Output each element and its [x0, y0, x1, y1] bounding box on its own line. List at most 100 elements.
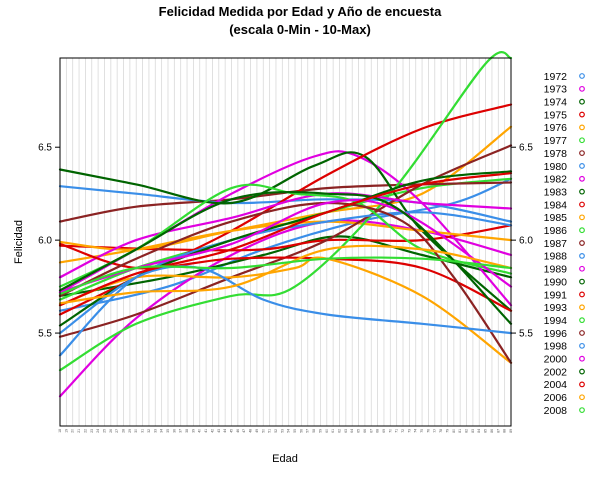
x-tick-label: 47: [242, 429, 246, 433]
x-tick-label: 88: [503, 429, 507, 433]
legend-label: 1998: [544, 341, 568, 353]
x-axis-title: Edad: [272, 453, 298, 465]
x-tick-label: 70: [388, 429, 392, 433]
y-axis-title: Felicidad: [13, 220, 25, 264]
x-tick-label: 60: [325, 429, 329, 433]
series-line-1993: [58, 256, 513, 364]
legend-marker: [579, 98, 585, 105]
x-tick-label: 18: [58, 429, 62, 433]
legend-label: 1994: [544, 315, 568, 327]
x-tick-label: 77: [433, 429, 437, 433]
x-tick-label: 20: [71, 429, 75, 433]
legend-label: 2006: [544, 392, 568, 404]
x-tick-label: 38: [185, 429, 189, 433]
x-tick-label: 58: [312, 429, 316, 433]
x-tick-label: 45: [230, 429, 234, 433]
legend-marker: [579, 124, 585, 131]
x-tick-label: 21: [77, 429, 81, 433]
legend-marker: [579, 111, 585, 118]
series-line-1991: [58, 242, 513, 312]
x-tick-label: 53: [280, 429, 284, 433]
legend-label: 1987: [544, 238, 568, 250]
y-tick-label-right: 5.5: [519, 329, 533, 340]
legend-marker: [579, 278, 585, 285]
legend-marker: [579, 291, 585, 298]
x-tick-label: 56: [299, 429, 303, 433]
x-tick-label: 54: [287, 429, 291, 433]
x-tick-label: 28: [122, 429, 126, 433]
legend-label: 1986: [544, 225, 568, 237]
x-tick-label: 75: [420, 429, 424, 433]
legend-marker: [579, 85, 585, 92]
x-tick-label: 61: [331, 429, 335, 433]
legend-marker: [579, 330, 585, 336]
x-tick-label: 36: [172, 429, 176, 433]
x-tick-label: 84: [477, 429, 481, 433]
series-line-1986: [58, 51, 513, 372]
legend: 1972197319741975197619771978198019821983…: [544, 71, 585, 417]
legend-marker: [579, 188, 585, 195]
series-line-2004: [58, 172, 513, 307]
x-tick-label: 65: [357, 429, 361, 433]
legend-marker: [579, 407, 585, 414]
legend-marker: [579, 304, 585, 311]
series-line-1983: [58, 151, 513, 312]
x-tick-label: 49: [255, 429, 259, 433]
x-tick-label: 48: [249, 429, 253, 433]
legend-marker: [579, 355, 585, 362]
legend-label: 2004: [544, 379, 568, 391]
x-tick-label: 83: [471, 429, 475, 433]
y-tick-label-left: 6.0: [38, 236, 52, 247]
x-tick-label: 86: [490, 429, 494, 433]
y-tick-label-left: 6.5: [38, 143, 52, 154]
x-tick-label: 44: [223, 429, 227, 433]
x-tick-label: 30: [134, 429, 138, 433]
x-tick-label: 25: [102, 429, 106, 433]
legend-label: 1985: [544, 212, 568, 224]
y-tick-label-right: 6.0: [519, 236, 533, 247]
x-tick-label: 72: [401, 429, 405, 433]
legend-label: 2002: [544, 366, 568, 378]
legend-label: 2000: [544, 354, 568, 366]
x-tick-label: 23: [90, 429, 94, 433]
legend-label: 1982: [544, 174, 568, 186]
x-tick-label: 34: [160, 429, 164, 433]
x-tick-label: 37: [179, 429, 183, 433]
x-tick-label: 24: [96, 429, 100, 433]
y-tick-label-right: 6.5: [519, 143, 533, 154]
legend-marker: [579, 317, 585, 324]
legend-label: 1973: [544, 84, 568, 96]
x-tick-label: 52: [274, 429, 278, 433]
x-tick-label: 67: [369, 429, 373, 433]
legend-label: 1978: [544, 148, 568, 160]
x-tick-label: 64: [350, 429, 354, 433]
series-line-1998: [58, 265, 513, 335]
legend-marker: [579, 394, 585, 401]
x-tick-label: 71: [395, 429, 399, 433]
x-axis: 18 19 20 21 22 23 24 25 26 27 28 29 30 31 32 33 34 35 36 37…: [58, 429, 513, 433]
legend-label: 1975: [544, 109, 568, 121]
x-tick-label: 43: [217, 429, 221, 433]
chart-subtitle: (escala 0-Min - 10-Max): [229, 22, 371, 37]
legend-marker: [579, 214, 585, 221]
x-tick-label: 42: [210, 429, 214, 433]
plot-frame: [59, 57, 512, 427]
series-line-2002: [58, 190, 513, 325]
x-tick-label: 39: [191, 429, 195, 433]
legend-label: 1972: [544, 71, 568, 83]
x-tick-label: 19: [64, 429, 68, 433]
legend-marker: [579, 137, 585, 144]
x-tick-label: 73: [407, 429, 411, 433]
x-tick-label: 87: [496, 429, 500, 433]
legend-label: 1990: [544, 276, 568, 288]
series-lines: [58, 51, 513, 398]
x-tick-label: 78: [439, 429, 443, 433]
legend-marker: [579, 368, 585, 375]
x-tick-label: 41: [204, 429, 208, 433]
legend-label: 1989: [544, 264, 568, 276]
legend-marker: [579, 381, 585, 388]
x-tick-label: 22: [83, 429, 87, 433]
x-tick-label: 51: [268, 429, 272, 433]
x-tick-label: 81: [458, 429, 462, 433]
